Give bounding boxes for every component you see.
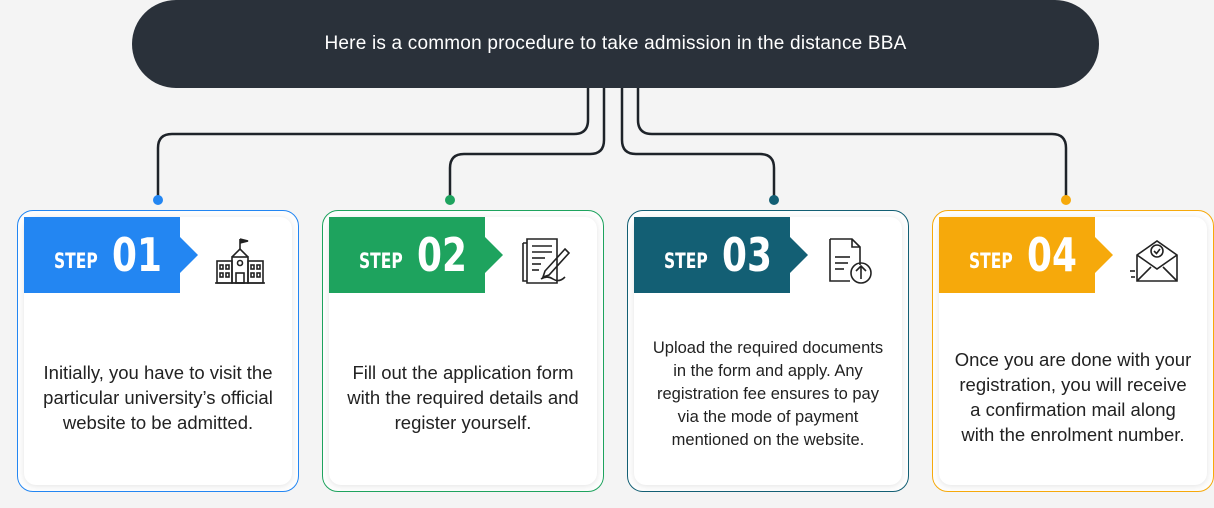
step-label: STEP <box>54 249 98 273</box>
step-card-inner: STEP 01 Initially, you have to visit the… <box>24 217 292 485</box>
step-banner: STEP 03 <box>634 217 808 293</box>
step-label: STEP <box>969 249 1013 273</box>
connector-step-04 <box>636 88 1068 198</box>
document-upload-icon <box>829 238 872 284</box>
step-label: STEP <box>359 249 403 273</box>
connector-step-02 <box>448 88 606 198</box>
step-card-03: STEP 03 Upload the required documents in… <box>627 210 909 492</box>
step-card-inner: STEP 02 Fill out the application form wi… <box>329 217 597 485</box>
step-card-inner: STEP 04 Once you are done with your regi… <box>939 217 1207 485</box>
step-card-04: STEP 04 Once you are done with your regi… <box>932 210 1214 492</box>
step-banner: STEP 04 <box>939 217 1113 293</box>
step-card-02: STEP 02 Fill out the application form wi… <box>322 210 604 492</box>
step-card-inner: STEP 03 Upload the required documents in… <box>634 217 902 485</box>
step-number: 02 <box>417 228 467 282</box>
step-description: Upload the required documents in the for… <box>652 338 884 449</box>
page-title: Here is a common procedure to take admis… <box>132 0 1099 88</box>
step-description: Initially, you have to visit the particu… <box>43 361 273 433</box>
step-description: Once you are done with your registration… <box>954 349 1192 445</box>
header-title: Here is a common procedure to take admis… <box>324 33 907 54</box>
connector-dot-01 <box>153 195 163 205</box>
connector-step-03 <box>620 88 776 198</box>
form-pen-icon <box>522 238 571 284</box>
step-number: 01 <box>112 228 162 282</box>
step-banner: STEP 01 <box>24 217 198 293</box>
step-label: STEP <box>664 249 708 273</box>
school-building-icon <box>215 238 265 284</box>
connector-step-01 <box>156 88 590 198</box>
step-card-01: STEP 01 Initially, you have to visit the… <box>17 210 299 492</box>
connector-dot-02 <box>445 195 455 205</box>
connector-dot-03 <box>769 195 779 205</box>
step-description: Fill out the application form with the r… <box>347 361 579 433</box>
confirmation-mail-icon <box>1130 240 1178 282</box>
step-number: 04 <box>1027 228 1077 282</box>
step-banner: STEP 02 <box>329 217 503 293</box>
connector-lines <box>153 88 1071 205</box>
connector-dot-04 <box>1061 195 1071 205</box>
step-number: 03 <box>722 228 772 282</box>
